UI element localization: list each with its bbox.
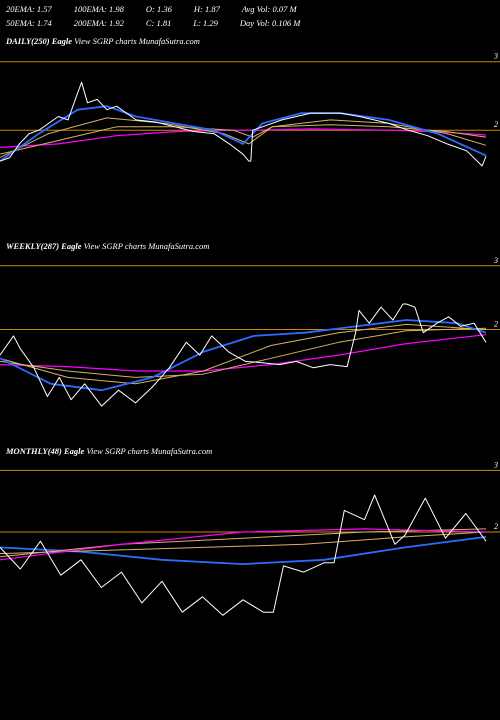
metric-20ema: 20EMA: 1.57 xyxy=(6,4,52,14)
header-row-2: 50EMA: 1.74 200EMA: 1.92 C: 1.81 L: 1.29… xyxy=(0,14,500,28)
metric-high: H: 1.87 xyxy=(194,4,220,14)
svg-text:2: 2 xyxy=(494,522,498,531)
chart-title-daily: DAILY(250) Eagle View SGRP charts Munafa… xyxy=(0,28,500,48)
header-row-1: 20EMA: 1.57 100EMA: 1.98 O: 1.36 H: 1.87… xyxy=(0,0,500,14)
metric-open: O: 1.36 xyxy=(146,4,172,14)
chart-daily: 32 xyxy=(0,48,500,233)
svg-text:2: 2 xyxy=(494,120,498,129)
chart-monthly: 32 xyxy=(0,458,500,643)
metric-close: C: 1.81 xyxy=(146,18,172,28)
metric-200ema: 200EMA: 1.92 xyxy=(74,18,124,28)
chart-weekly: 32 xyxy=(0,253,500,438)
metric-dayvol: Day Vol: 0.106 M xyxy=(240,18,300,28)
metric-low: L: 1.29 xyxy=(193,18,218,28)
chart-title-weekly: WEEKLY(287) Eagle View SGRP charts Munaf… xyxy=(0,233,500,253)
svg-text:3: 3 xyxy=(493,256,498,265)
metric-50ema: 50EMA: 1.74 xyxy=(6,18,52,28)
svg-text:3: 3 xyxy=(493,52,498,61)
metric-100ema: 100EMA: 1.98 xyxy=(74,4,124,14)
metric-avgvol: Avg Vol: 0.07 M xyxy=(242,4,297,14)
svg-text:2: 2 xyxy=(494,320,498,329)
chart-title-monthly: MONTHLY(48) Eagle View SGRP charts Munaf… xyxy=(0,438,500,458)
svg-text:3: 3 xyxy=(493,460,498,469)
